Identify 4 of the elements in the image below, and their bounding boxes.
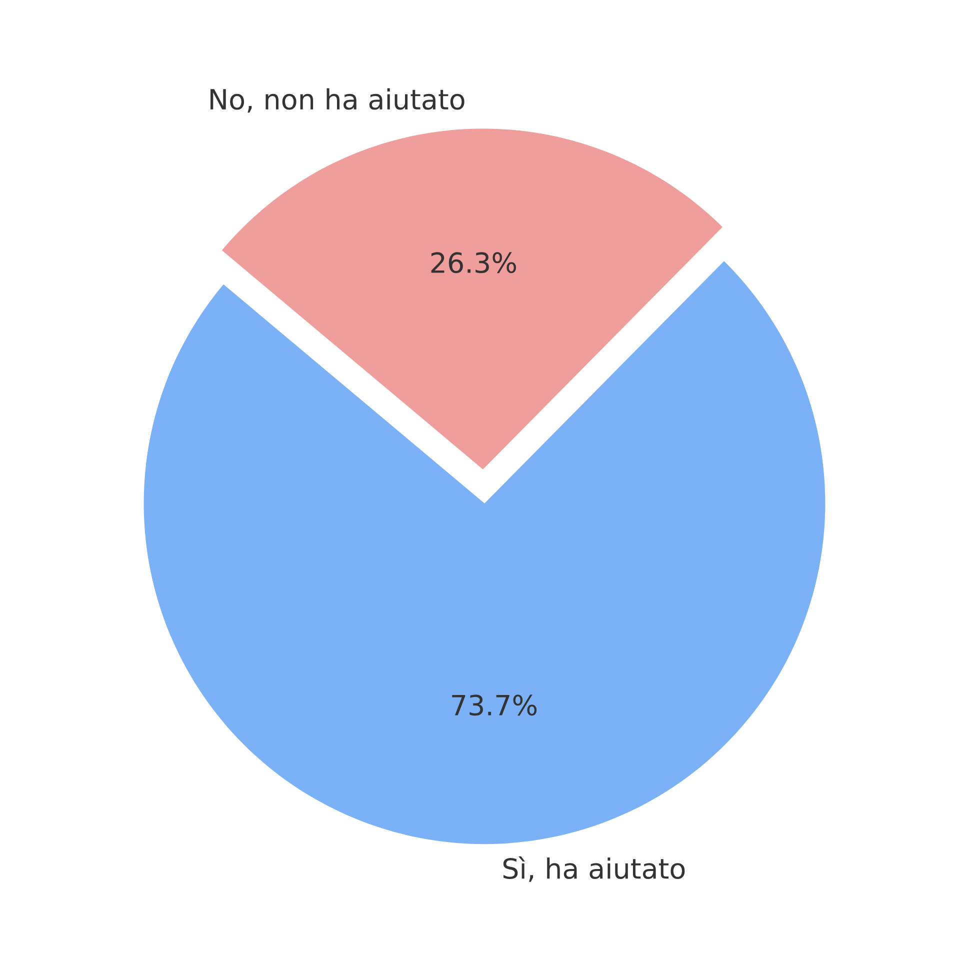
slice-label: Sì, ha aiutato (503, 856, 685, 882)
data-label: 73.7% (452, 694, 537, 716)
data-label: 26.3% (431, 252, 516, 274)
slice-label: No, non ha aiutato (210, 88, 464, 113)
